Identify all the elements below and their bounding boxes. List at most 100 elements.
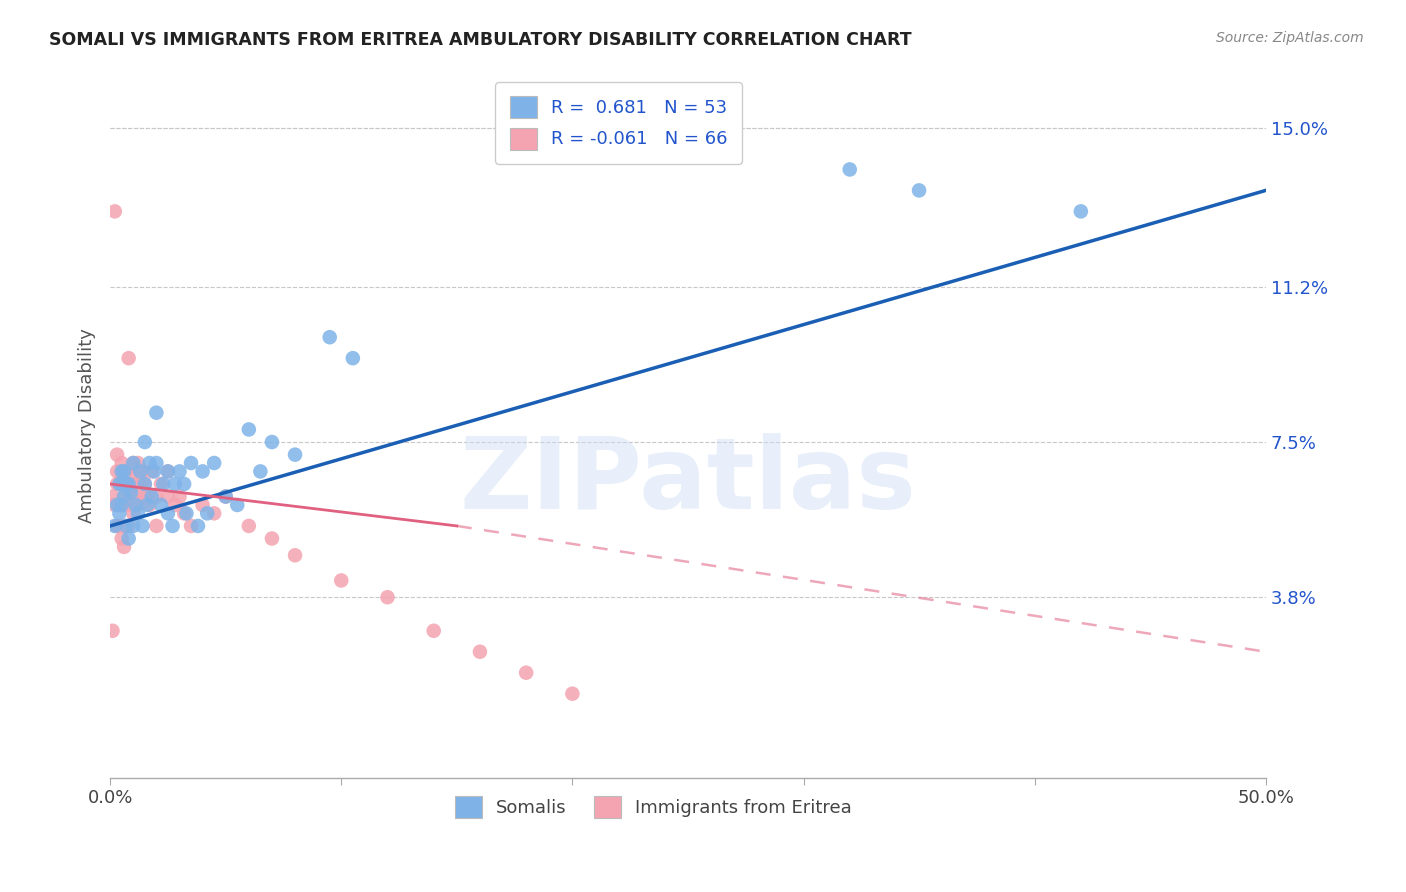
Point xyxy=(112,519,135,533)
Legend: Somalis, Immigrants from Eritrea: Somalis, Immigrants from Eritrea xyxy=(447,789,859,825)
Point xyxy=(127,498,149,512)
Y-axis label: Ambulatory Disability: Ambulatory Disability xyxy=(79,328,96,523)
Point xyxy=(115,464,138,478)
Point xyxy=(238,422,260,436)
Point xyxy=(112,464,135,478)
Point xyxy=(122,456,145,470)
Point xyxy=(156,490,179,504)
Point xyxy=(195,506,218,520)
Point xyxy=(111,464,134,478)
Point xyxy=(131,464,153,478)
Point xyxy=(111,477,134,491)
Point xyxy=(108,477,131,491)
Point xyxy=(260,532,283,546)
Point xyxy=(152,477,174,491)
Point xyxy=(111,498,134,512)
Point xyxy=(112,477,135,491)
Point xyxy=(330,574,353,588)
Point xyxy=(111,456,134,470)
Point xyxy=(127,477,149,491)
Point xyxy=(145,519,167,533)
Point xyxy=(111,464,134,478)
Point xyxy=(141,490,163,504)
Point xyxy=(515,665,537,680)
Point xyxy=(115,477,138,491)
Point xyxy=(377,591,399,605)
Point xyxy=(180,519,202,533)
Point xyxy=(468,645,491,659)
Point xyxy=(136,490,159,504)
Point xyxy=(120,490,142,504)
Point xyxy=(111,498,134,512)
Point xyxy=(117,477,139,491)
Point xyxy=(105,519,128,533)
Point xyxy=(105,464,128,478)
Point xyxy=(143,464,166,478)
Text: Source: ZipAtlas.com: Source: ZipAtlas.com xyxy=(1216,31,1364,45)
Point xyxy=(115,519,138,533)
Point xyxy=(169,464,191,478)
Point xyxy=(191,464,214,478)
Point xyxy=(173,506,195,520)
Point xyxy=(108,506,131,520)
Point xyxy=(111,477,134,491)
Point xyxy=(104,498,127,512)
Point xyxy=(156,464,179,478)
Point xyxy=(226,498,249,512)
Point xyxy=(124,464,146,478)
Point xyxy=(129,464,152,478)
Point xyxy=(284,549,307,563)
Point xyxy=(117,519,139,533)
Point xyxy=(169,490,191,504)
Point xyxy=(129,477,152,491)
Point xyxy=(101,624,124,638)
Point xyxy=(117,351,139,366)
Point xyxy=(117,477,139,491)
Point xyxy=(202,456,225,470)
Point xyxy=(145,490,167,504)
Point xyxy=(145,406,167,420)
Point xyxy=(120,485,142,500)
Point xyxy=(138,456,160,470)
Point xyxy=(173,477,195,491)
Point xyxy=(104,519,127,533)
Point xyxy=(284,448,307,462)
Point xyxy=(145,456,167,470)
Point xyxy=(838,162,860,177)
Point xyxy=(120,498,142,512)
Point xyxy=(908,183,931,197)
Point xyxy=(134,435,156,450)
Point xyxy=(191,498,214,512)
Point xyxy=(131,519,153,533)
Point xyxy=(108,519,131,533)
Point xyxy=(238,519,260,533)
Point xyxy=(105,448,128,462)
Point xyxy=(134,490,156,504)
Point xyxy=(163,498,186,512)
Point xyxy=(122,519,145,533)
Point xyxy=(129,464,152,478)
Point xyxy=(319,330,342,344)
Text: SOMALI VS IMMIGRANTS FROM ERITREA AMBULATORY DISABILITY CORRELATION CHART: SOMALI VS IMMIGRANTS FROM ERITREA AMBULA… xyxy=(49,31,912,49)
Point xyxy=(101,490,124,504)
Point xyxy=(342,351,364,366)
Point xyxy=(180,456,202,470)
Point xyxy=(120,477,142,491)
Point xyxy=(141,464,163,478)
Point xyxy=(134,477,156,491)
Point xyxy=(122,477,145,491)
Point xyxy=(111,532,134,546)
Point xyxy=(260,435,283,450)
Point xyxy=(215,490,238,504)
Point xyxy=(176,506,198,520)
Point xyxy=(108,477,131,491)
Point xyxy=(127,456,149,470)
Point xyxy=(156,506,179,520)
Point xyxy=(138,498,160,512)
Point xyxy=(156,464,179,478)
Point xyxy=(115,498,138,512)
Point xyxy=(122,506,145,520)
Point xyxy=(112,540,135,554)
Point xyxy=(1070,204,1092,219)
Point xyxy=(215,490,238,504)
